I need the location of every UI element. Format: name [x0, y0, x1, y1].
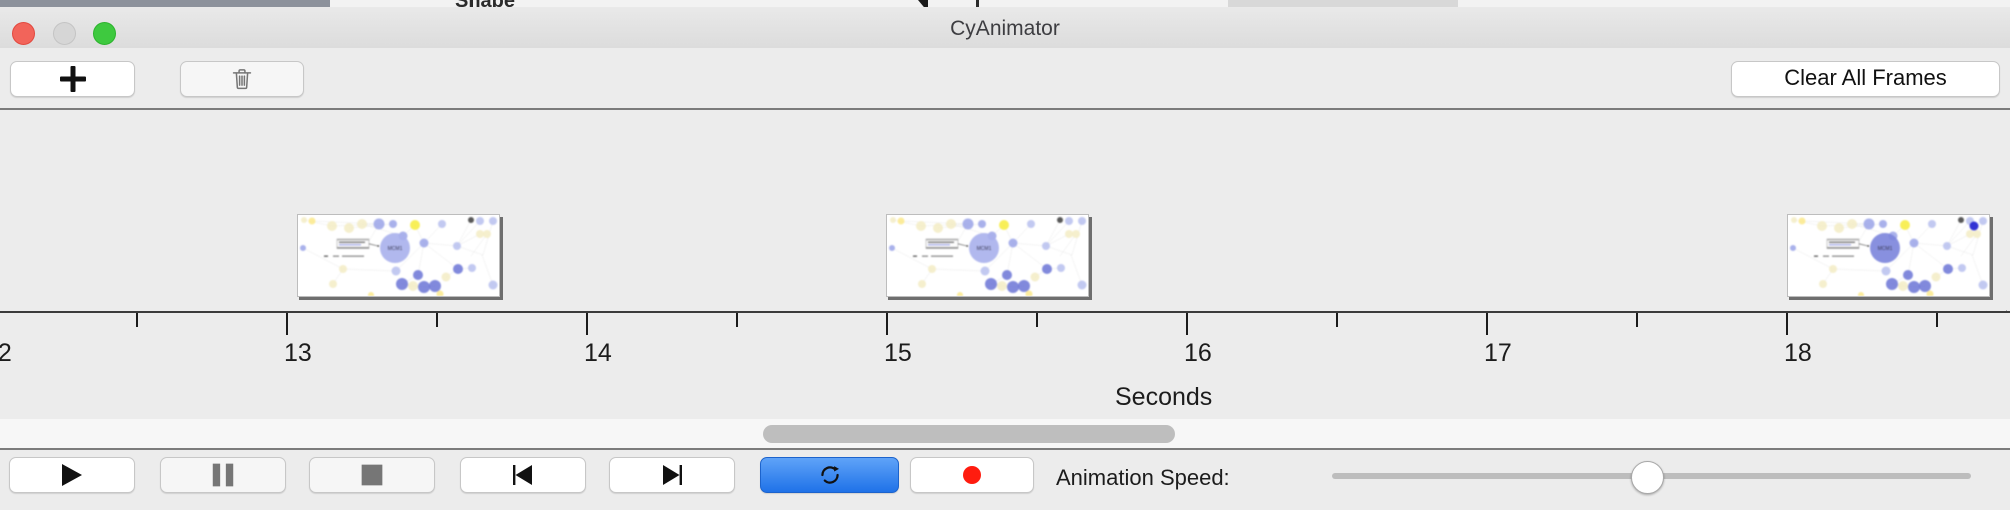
- svg-text:MCM1: MCM1: [1878, 246, 1893, 252]
- svg-text:MCM1: MCM1: [388, 246, 403, 252]
- svg-text:MCM1: MCM1: [977, 246, 992, 252]
